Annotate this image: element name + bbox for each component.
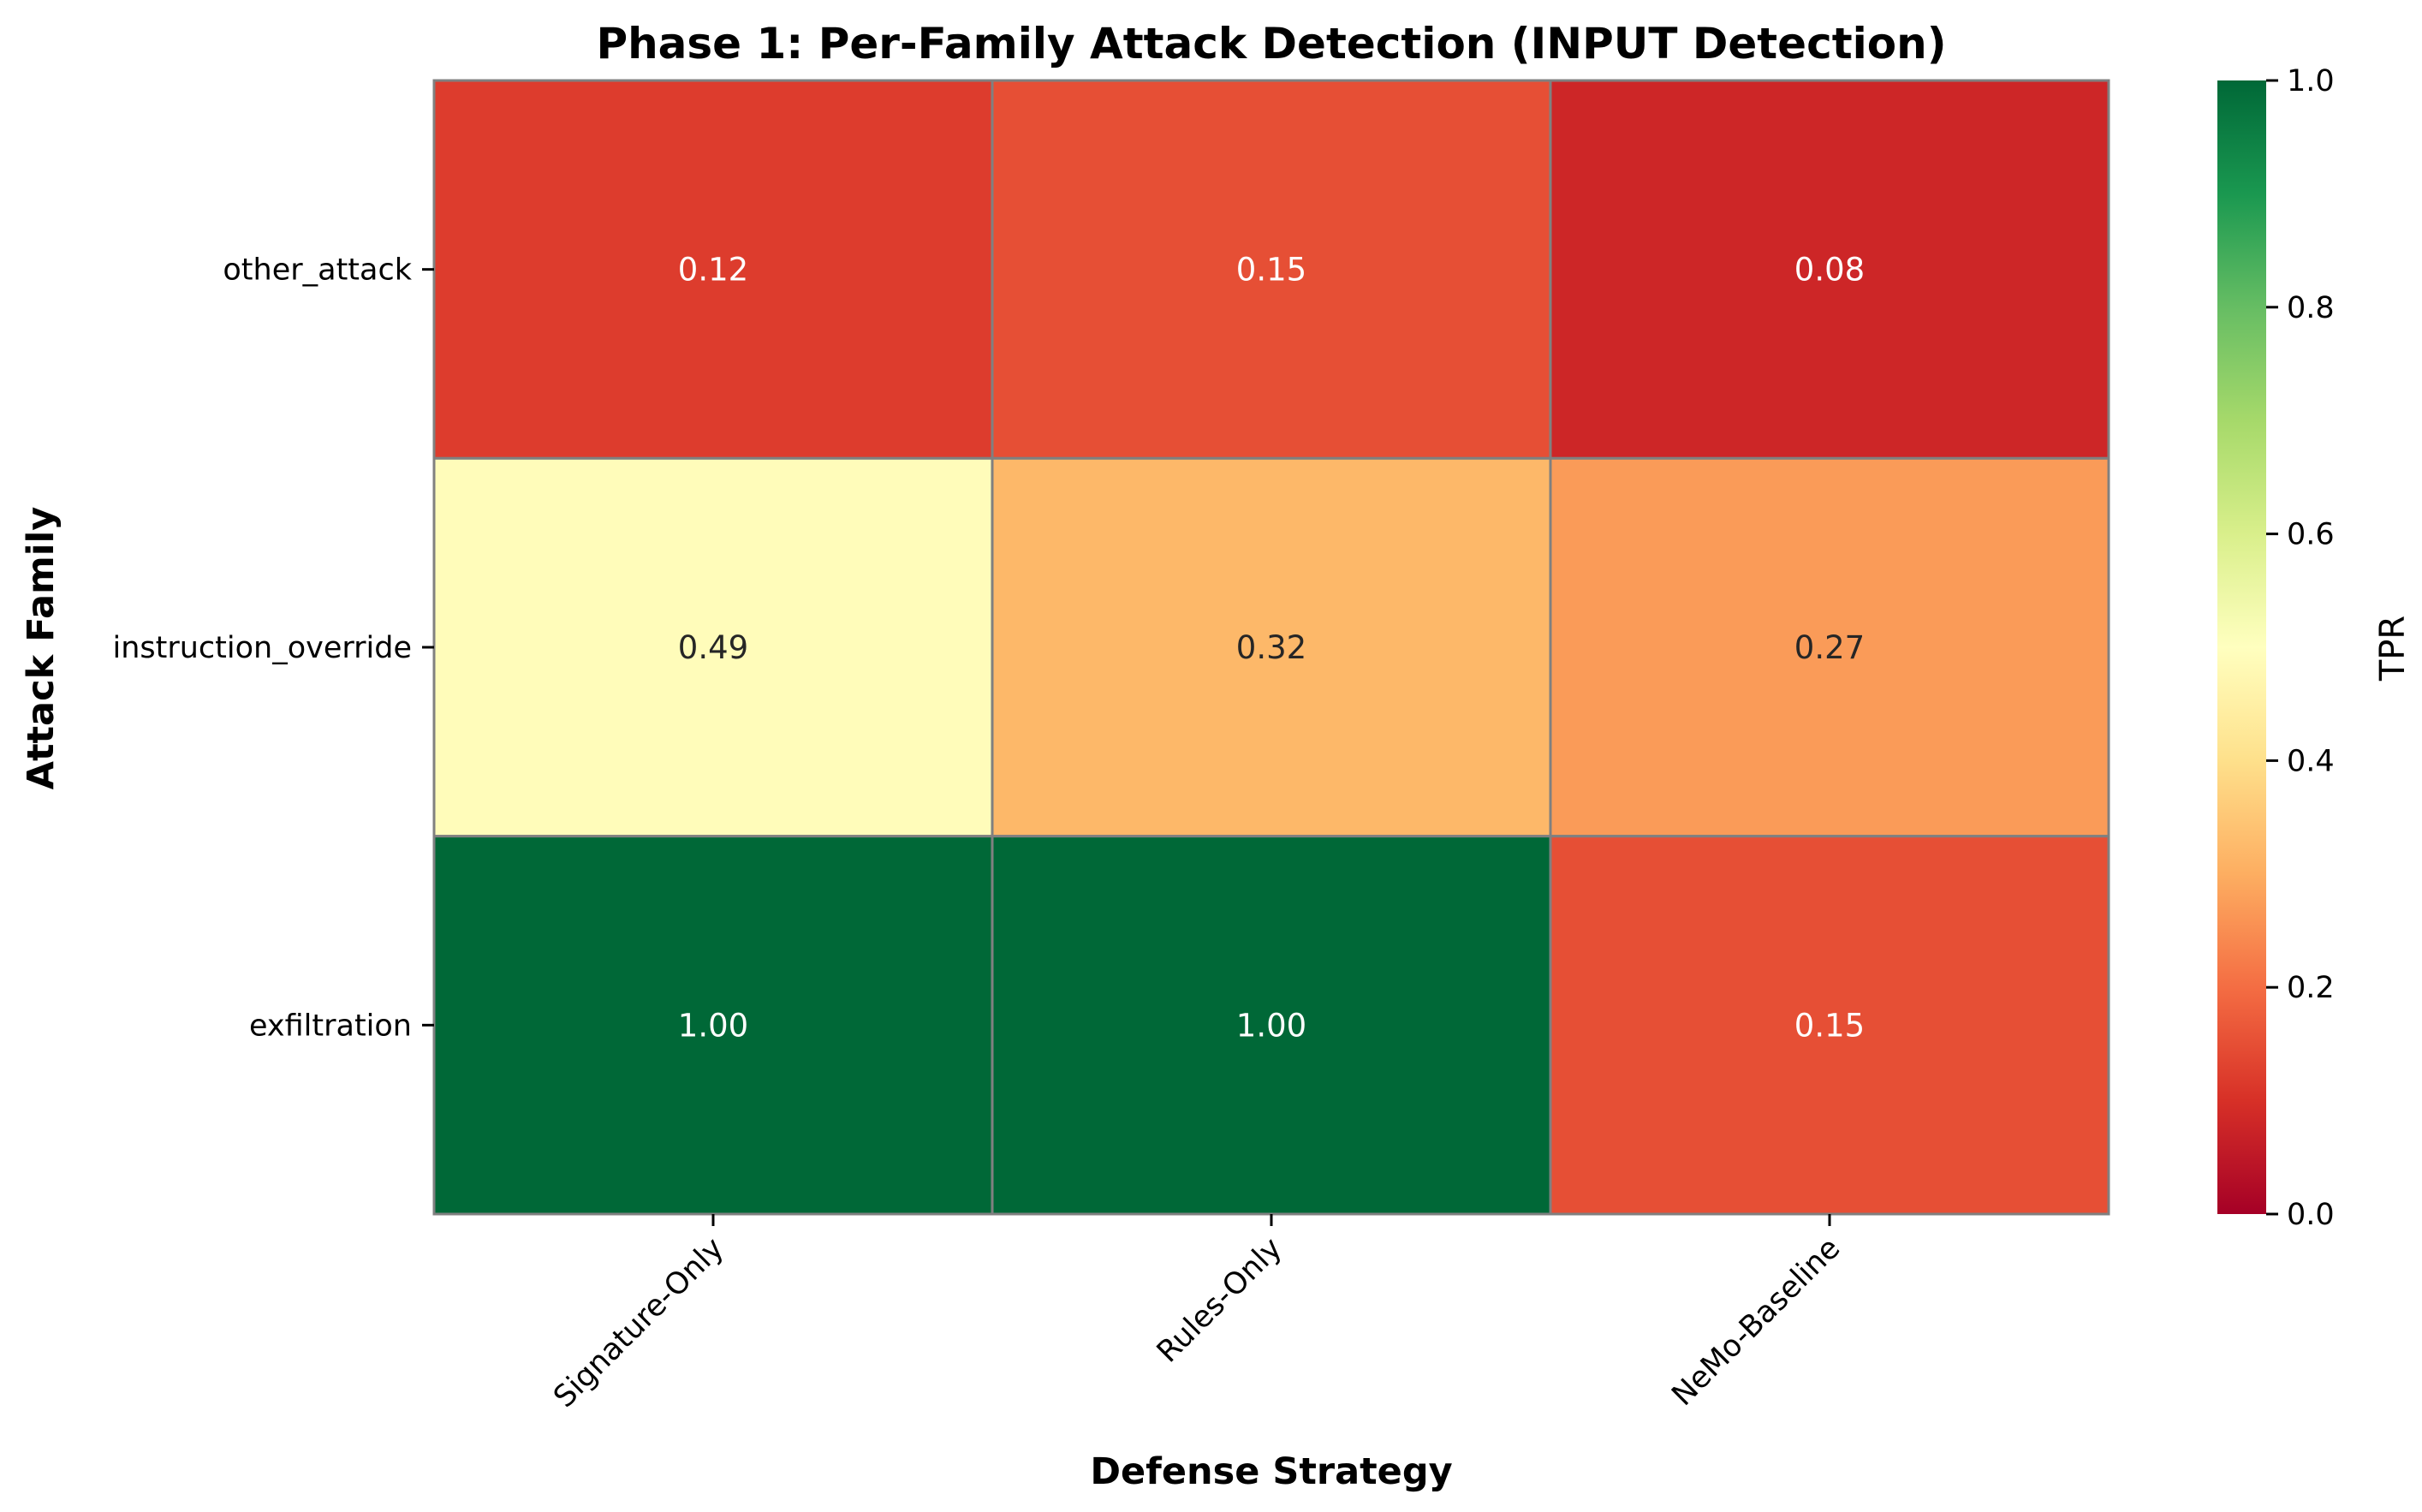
heatmap-cell [432, 456, 994, 838]
colorbar-tick-label: 0.0 [2287, 1198, 2335, 1232]
y-tick-label: exfiltration [249, 1009, 412, 1043]
cell-value-label: 0.49 [678, 629, 748, 666]
heatmap-cell [991, 835, 1552, 1216]
heatmap-cell [991, 456, 1552, 838]
cell-value-label: 1.00 [678, 1007, 748, 1044]
heatmap-cell [432, 835, 994, 1216]
colorbar-tick-label: 0.4 [2287, 744, 2335, 778]
colorbar: 0.0 0.2 0.4 0.6 0.8 1.0 [2217, 64, 2335, 1232]
cell-value-label: 0.32 [1236, 629, 1306, 666]
heatmap-cells [432, 79, 2110, 1216]
colorbar-gradient [2217, 80, 2266, 1214]
x-tick-label: Signature-Only [547, 1231, 730, 1414]
cell-value-label: 0.08 [1794, 252, 1865, 289]
cell-value-label: 0.15 [1236, 252, 1306, 289]
heatmap-cell [1549, 456, 2110, 838]
heatmap-cell [432, 79, 994, 460]
x-axis-label: Defense Strategy [1090, 1450, 1452, 1493]
cell-value-label: 0.12 [678, 252, 748, 289]
cell-value-labels: 0.12 0.15 0.08 0.49 0.32 0.27 1.00 1.00 0.15 [678, 252, 1865, 1045]
heatmap-cell [1549, 79, 2110, 460]
heatmap-cell [991, 79, 1552, 460]
x-tick-label: Rules-Only [1151, 1231, 1288, 1369]
x-tick-label: NeMo-Baseline [1665, 1231, 1847, 1413]
colorbar-tick-label: 0.8 [2287, 291, 2335, 325]
x-axis-ticks: Signature-Only Rules-Only NeMo-Baseline [547, 1214, 1847, 1414]
colorbar-label: TPR [2373, 616, 2413, 682]
chart-title: Phase 1: Per-Family Attack Detection (IN… [596, 19, 1946, 68]
colorbar-tick-label: 0.2 [2287, 971, 2335, 1005]
colorbar-tick-label: 1.0 [2287, 64, 2335, 98]
y-tick-label: other_attack [223, 253, 412, 288]
y-tick-label: instruction_override [112, 631, 412, 665]
cell-value-label: 1.00 [1236, 1007, 1306, 1044]
colorbar-tick-label: 0.6 [2287, 518, 2335, 552]
y-axis-ticks: other_attack instruction_override exfiltra… [112, 253, 434, 1043]
cell-value-label: 0.27 [1794, 629, 1865, 666]
cell-value-label: 0.15 [1794, 1007, 1865, 1044]
y-axis-label: Attack Family [20, 507, 62, 790]
